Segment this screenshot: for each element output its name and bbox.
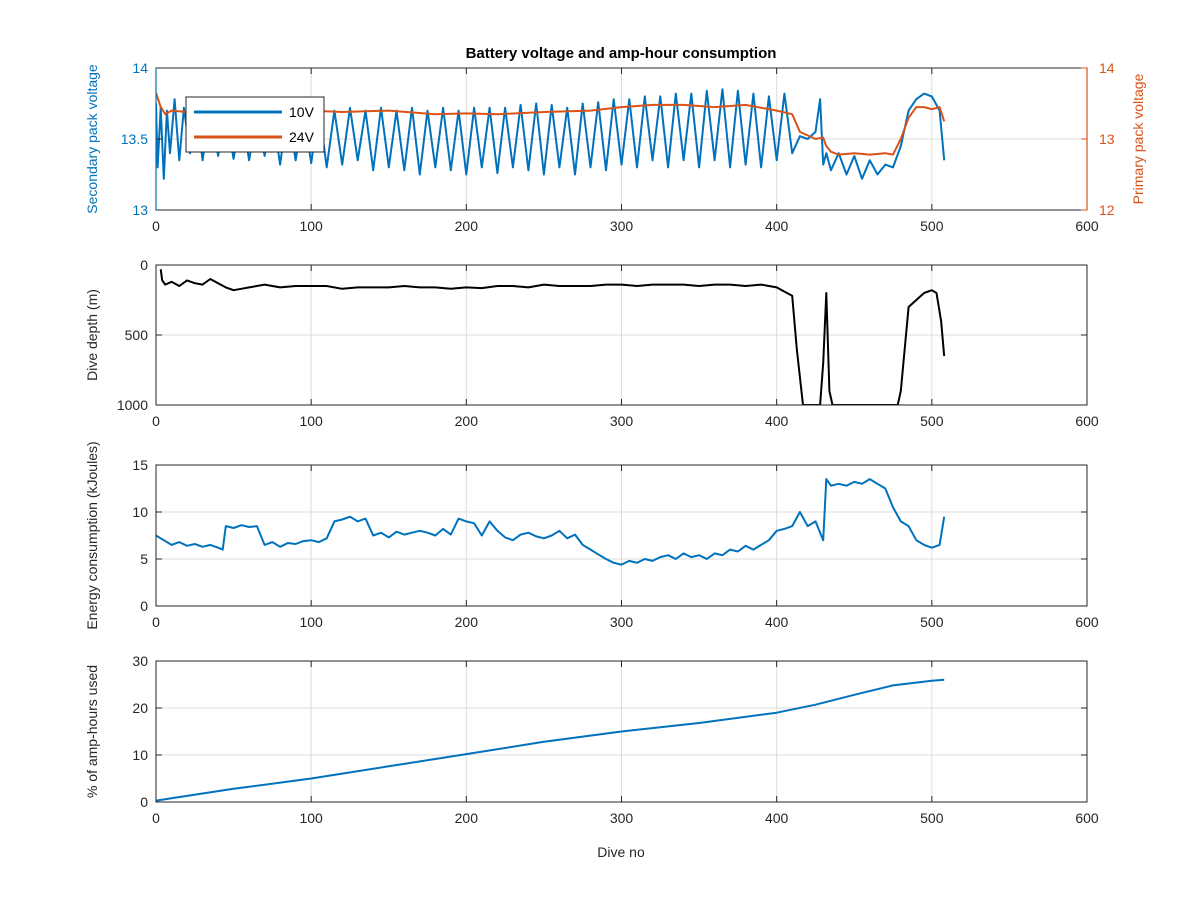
- y-tick-label: 0: [140, 598, 148, 614]
- y-tick-label: 1000: [117, 397, 148, 413]
- x-tick-label: 300: [610, 413, 634, 429]
- x-tick-label: 600: [1075, 413, 1099, 429]
- y-tick-label: 14: [132, 60, 148, 76]
- y-tick-label: 10: [132, 504, 148, 520]
- y-right-axis-label: Primary pack voltage: [1130, 73, 1146, 204]
- x-tick-label: 300: [610, 614, 634, 630]
- legend-label-10v: 10V: [289, 104, 315, 120]
- x-tick-label: 300: [610, 218, 634, 234]
- y-tick-label: 0: [140, 794, 148, 810]
- x-tick-label: 400: [765, 413, 789, 429]
- x-tick-label: 500: [920, 614, 944, 630]
- y-tick-label: 500: [125, 327, 149, 343]
- legend-label-24v: 24V: [289, 129, 315, 145]
- panel-2: 0 100 200 300 400 500 600 0 500 1000 Dive depth (m…: [84, 257, 1099, 429]
- y-axis-label: % of amp-hours used: [84, 665, 100, 798]
- x-tick-label: 600: [1075, 218, 1099, 234]
- x-tick-label: 0: [152, 413, 160, 429]
- x-tick-label: 600: [1075, 810, 1099, 826]
- x-tick-label: 200: [455, 218, 479, 234]
- legend-box: [185, 96, 325, 153]
- x-tick-label: 100: [299, 810, 323, 826]
- y-tick-label: 13: [132, 202, 148, 218]
- x-tick-label: 100: [299, 413, 323, 429]
- y-axis-label: Dive depth (m): [84, 289, 100, 381]
- x-tick-label: 200: [455, 810, 479, 826]
- y-axis-label: Energy consumption (kJoules): [84, 441, 100, 629]
- y-right-tick-label: 14: [1099, 60, 1115, 76]
- figure-title: Battery voltage and amp-hour consumption: [466, 45, 777, 62]
- x-tick-label: 0: [152, 218, 160, 234]
- y-tick-label: 13.5: [121, 131, 148, 147]
- x-tick-label: 600: [1075, 614, 1099, 630]
- series-line-panel2: [159, 269, 946, 405]
- x-tick-label: 200: [455, 614, 479, 630]
- legend: 10V 24V: [185, 96, 325, 153]
- y-tick-label: 30: [132, 653, 148, 669]
- x-tick-label: 500: [920, 810, 944, 826]
- x-axis-label: Dive no: [597, 844, 645, 860]
- x-tick-label: 500: [920, 413, 944, 429]
- x-tick-label: 500: [920, 218, 944, 234]
- panel-1: 0 100 200 300 400 500 600 13 13.5 14 Secondary pac…: [84, 60, 1146, 234]
- y-axis-label: Secondary pack voltage: [84, 64, 100, 214]
- x-tick-label: 200: [455, 413, 479, 429]
- x-tick-label: 0: [152, 810, 160, 826]
- panel-3: 0 100 200 300 400 500 600 0 5 10 15 Energy consumpt…: [84, 441, 1099, 630]
- x-tick-label: 400: [765, 614, 789, 630]
- y-tick-label: 15: [132, 457, 148, 473]
- x-tick-label: 100: [299, 614, 323, 630]
- x-tick-label: 0: [152, 614, 160, 630]
- y-tick-label: 5: [140, 551, 148, 567]
- x-tick-label: 100: [299, 218, 323, 234]
- y-right-tick-label: 13: [1099, 131, 1115, 147]
- series-line-panel3: [156, 478, 946, 566]
- x-tick-label: 300: [610, 810, 634, 826]
- y-right-tick-label: 12: [1099, 202, 1115, 218]
- y-tick-label: 0: [140, 257, 148, 273]
- panel-4: 0 100 200 300 400 500 600 0 10 20 30 % of amp-hours…: [84, 653, 1099, 826]
- y-tick-label: 10: [132, 747, 148, 763]
- x-tick-label: 400: [765, 810, 789, 826]
- y-tick-label: 20: [132, 700, 148, 716]
- series-line-panel4: [156, 678, 945, 802]
- x-tick-label: 400: [765, 218, 789, 234]
